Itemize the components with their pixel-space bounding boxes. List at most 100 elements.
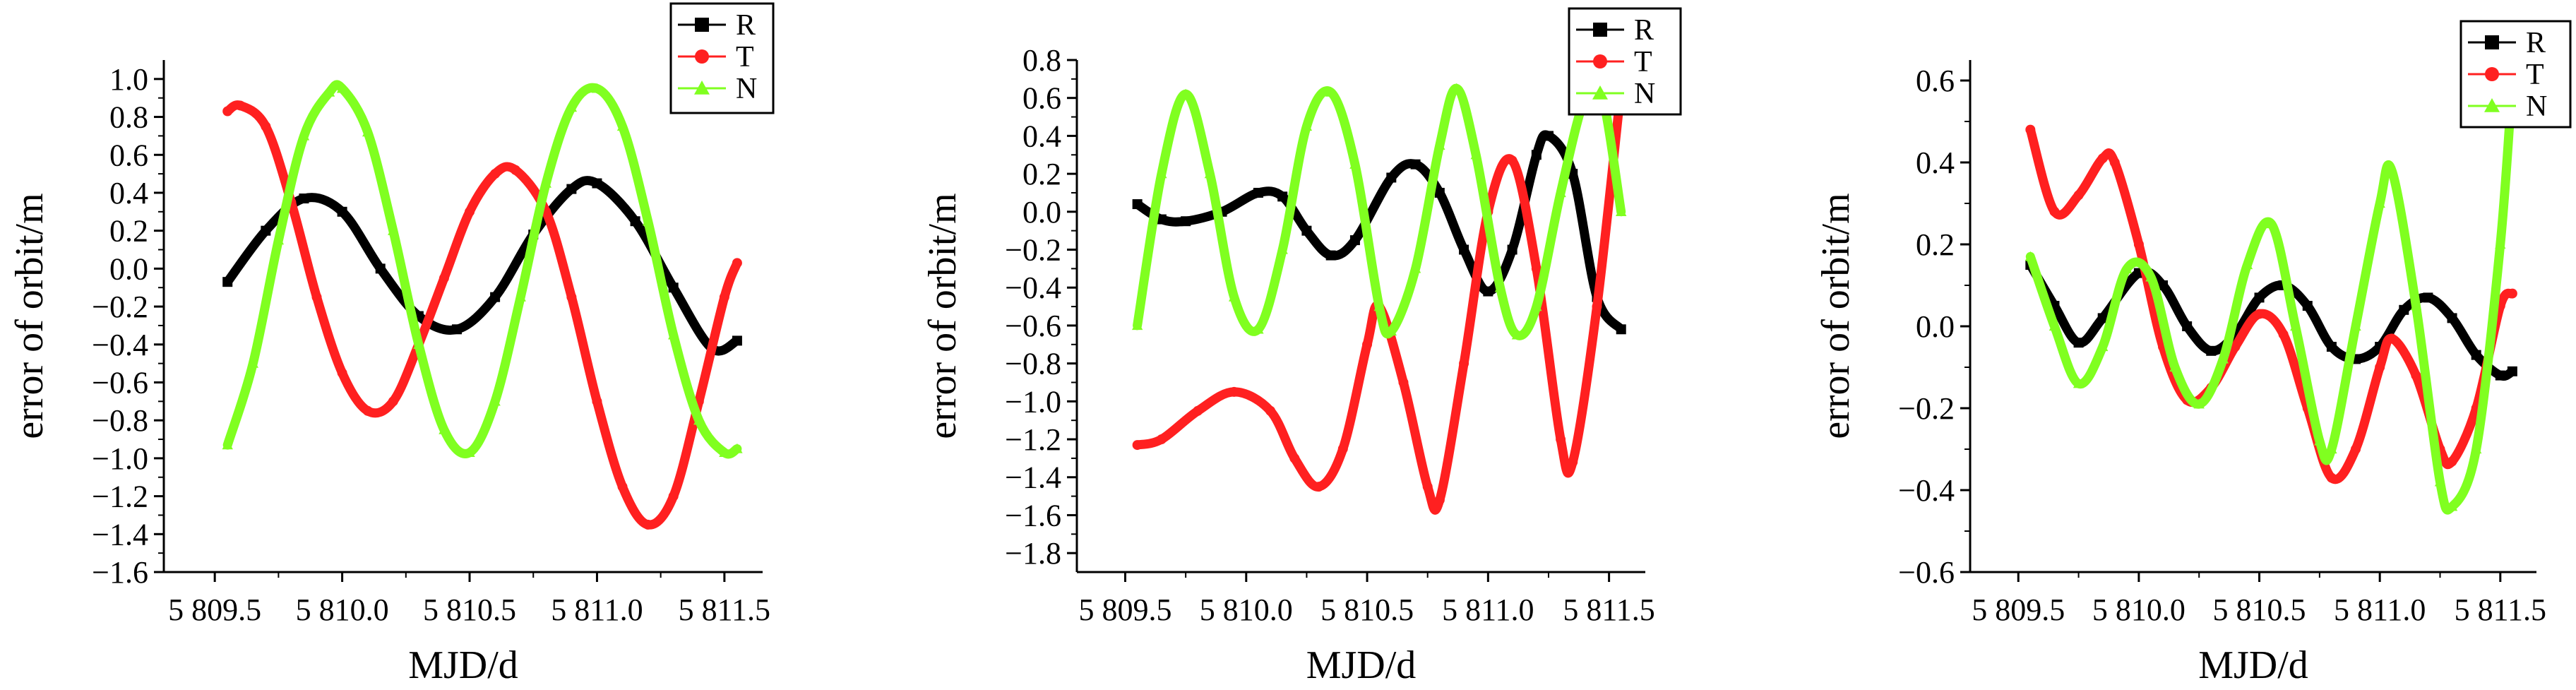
panel-1-series-T-point xyxy=(388,396,398,407)
panel-3-x-tick-label: 5 809.5 xyxy=(1972,593,2065,627)
panel-3-series-N-point xyxy=(2097,341,2109,352)
panel-3-x-tick-label: 5 811.5 xyxy=(2455,593,2546,627)
panel-2-series-R-point xyxy=(1434,187,1445,198)
panel-2-series-T-point xyxy=(1459,358,1469,369)
panel-2-series-N-point xyxy=(1385,326,1397,336)
panel-1-series-T-point xyxy=(337,368,347,379)
panel-2-y-axis-label: error of orbit/m xyxy=(921,193,965,439)
panel-1-y-tick-label: 0.0 xyxy=(109,251,148,286)
panel-1-series-N-point xyxy=(273,234,285,245)
panel-2-series-R-point xyxy=(1568,169,1578,179)
panel-2-y-tick-label: 0.0 xyxy=(1022,195,1061,230)
panel-2-series-T-point xyxy=(1337,444,1348,454)
panel-2-series-R-point xyxy=(1507,244,1517,255)
panel-3-series-N-point xyxy=(2193,398,2205,409)
panel-3-series-T-point xyxy=(2073,190,2084,201)
panel-1-series-R-point xyxy=(732,335,742,346)
panel-3-y-tick-label: −0.4 xyxy=(1898,473,1955,508)
panel-2-series-T-line xyxy=(1133,83,1626,515)
panel-3-series-T-point xyxy=(2278,329,2289,340)
panel-2-series-T-point xyxy=(1422,482,1433,492)
panel-3-series-T-point xyxy=(2447,456,2457,467)
panel-3-series-N-point xyxy=(2025,251,2037,261)
panel-3-x-tick-label: 5 811.0 xyxy=(2334,593,2426,627)
panel-1-series-T-point xyxy=(490,169,501,179)
panel-3-series-N-point xyxy=(2169,362,2181,372)
panel-1-series-R-point xyxy=(261,225,271,236)
panel-2-y-tick-label: 0.8 xyxy=(1022,43,1061,78)
panel-1-series-N-point xyxy=(616,121,628,131)
panel-3-series-T-point xyxy=(2375,362,2385,372)
panel-1-legend-marker-T xyxy=(695,49,709,64)
panel-2-legend-label-R: R xyxy=(1634,14,1654,47)
panel-1-y-tick-label: −1.0 xyxy=(92,441,148,476)
panel-1-series-T-point xyxy=(362,405,373,416)
panel-2-series-N-point xyxy=(1131,320,1143,331)
panel-2-series-R-point xyxy=(1349,235,1360,246)
panel-1-series-T-point xyxy=(643,519,653,530)
panel-2-series-T-point xyxy=(1265,405,1276,416)
panel-1-series-T-point xyxy=(261,121,271,131)
panel-2-series-R-point xyxy=(1483,286,1493,297)
panel-1-legend-box xyxy=(669,2,775,114)
panel-3-y-tick-label: −0.2 xyxy=(1898,391,1955,426)
panel-3-series-N-point xyxy=(2265,218,2277,229)
panel-1-series-N-point xyxy=(515,291,526,302)
panel-3-series-N-point xyxy=(2121,263,2133,273)
panel-2-y-tick-label: −1.8 xyxy=(1005,536,1061,571)
panel-3-series-N-point xyxy=(2241,259,2253,270)
panel-2-y-tick-label: −0.6 xyxy=(1005,309,1061,343)
panel-2-series-N-point xyxy=(1277,244,1288,254)
panel-1-y-tick-label: −0.4 xyxy=(92,328,148,362)
panel-1-series-N-point xyxy=(642,215,654,226)
panel-2-legend-marker-T xyxy=(1593,54,1607,69)
panel-1-series-N-point xyxy=(489,395,501,406)
panel-2-series-N-line xyxy=(1133,78,1626,340)
panel-3-series-R-point xyxy=(2206,345,2217,356)
panel-3-series-N-point xyxy=(2314,435,2325,446)
panel-3-y-axis-label: error of orbit/m xyxy=(1814,193,1858,439)
panel-1-series-T-point xyxy=(732,258,742,268)
panel-3-series-R-point xyxy=(2447,313,2457,323)
panel-1-series-N-point xyxy=(591,83,603,93)
panel-2-legend-label-T: T xyxy=(1634,46,1652,78)
panel-2-legend-label-N: N xyxy=(1634,78,1655,110)
panel-3-series-N-point xyxy=(2290,321,2301,331)
panel-3-series-R-point xyxy=(2507,366,2517,376)
panel-2-x-tick-label: 5 811.5 xyxy=(1563,593,1654,627)
panel-2-series-N-point xyxy=(1228,291,1240,302)
panel-1-series-R-point xyxy=(630,216,640,227)
panel-2-series-N-point xyxy=(1511,329,1523,340)
panel-2-y-tick-label: −1.2 xyxy=(1005,422,1061,457)
panel-3: −0.6 −0.4 −0.2 0.0 0.2 0.4 0.6 5 809.5 5 810.0 5 … xyxy=(1814,20,2572,687)
panel-3-legend-label-T: T xyxy=(2526,59,2544,91)
panel-2-series-T-point xyxy=(1556,434,1566,445)
panel-2-series-T-point xyxy=(1132,440,1143,451)
panel-3-series-T-point xyxy=(2109,157,2120,167)
panel-3-series-T-point xyxy=(2230,342,2241,352)
panel-1-series-N-point xyxy=(719,447,730,457)
panel-1-series-T-point xyxy=(617,482,628,492)
panel-3-series-T-point xyxy=(2133,239,2144,249)
panel-3-series-T-point xyxy=(2097,153,2108,164)
panel-3-series-T-point xyxy=(2387,333,2397,344)
panel-1-series-R-point xyxy=(222,277,233,287)
panel-1-series-R-point xyxy=(566,184,577,194)
panel-1-y-tick-label: −0.8 xyxy=(92,403,148,438)
panel-2-series-T-point xyxy=(1568,457,1578,468)
panel-1-series-N-point xyxy=(222,439,233,450)
panel-2-series-N-point xyxy=(1616,206,1627,216)
panel-3-legend-marker-T xyxy=(2485,67,2499,81)
panel-3-series-N-point xyxy=(2434,476,2446,487)
panel-1-series-R-point xyxy=(375,263,386,274)
panel-2-series-N-point xyxy=(1494,282,1506,292)
panel-1-x-tick-label: 5 811.0 xyxy=(551,593,643,627)
panel-2-y-tick-label: 0.6 xyxy=(1022,81,1061,116)
panel-2-series-R-point xyxy=(1277,191,1288,202)
panel-1-series-T-point xyxy=(222,106,233,117)
panel-3-x-tick-label: 5 810.5 xyxy=(2213,593,2306,627)
panel-2-series-R-point xyxy=(1531,150,1542,160)
panel-1-series-R-point xyxy=(337,206,347,217)
panel-2-y-tick-label: −1.6 xyxy=(1005,498,1061,533)
